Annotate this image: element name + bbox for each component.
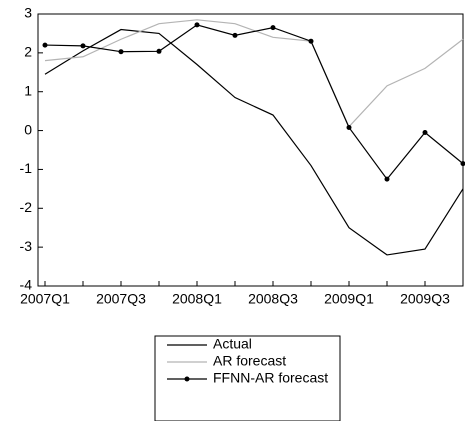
y-tick-label: 1 [24, 82, 32, 98]
point [385, 177, 390, 182]
series-line [45, 25, 463, 179]
point [43, 43, 48, 48]
legend-label: FFNN-AR forecast [213, 370, 328, 386]
plot-area [38, 14, 463, 286]
y-tick-label: -3 [20, 238, 33, 254]
series-line [45, 20, 463, 127]
x-tick-label: 2007Q1 [20, 291, 70, 307]
y-tick-label: -2 [20, 199, 33, 215]
point [309, 39, 314, 44]
legend-label: Actual [213, 336, 252, 352]
x-tick-label: 2008Q3 [248, 291, 298, 307]
point [157, 49, 162, 54]
y-tick-label: 2 [24, 44, 32, 60]
x-tick-label: 2007Q3 [96, 291, 146, 307]
y-tick-label: 3 [24, 5, 32, 21]
point [347, 125, 352, 130]
point [119, 49, 124, 54]
legend-marker [185, 377, 190, 382]
point [195, 22, 200, 27]
x-tick-label: 2009Q3 [400, 291, 450, 307]
x-tick-label: 2009Q1 [324, 291, 374, 307]
series-line [45, 30, 463, 255]
point [271, 25, 276, 30]
legend-label: AR forecast [213, 353, 286, 369]
y-tick-label: 0 [24, 121, 32, 137]
y-tick-label: -1 [20, 160, 33, 176]
point [423, 130, 428, 135]
x-tick-label: 2008Q1 [172, 291, 222, 307]
point [233, 33, 238, 38]
point [81, 43, 86, 48]
